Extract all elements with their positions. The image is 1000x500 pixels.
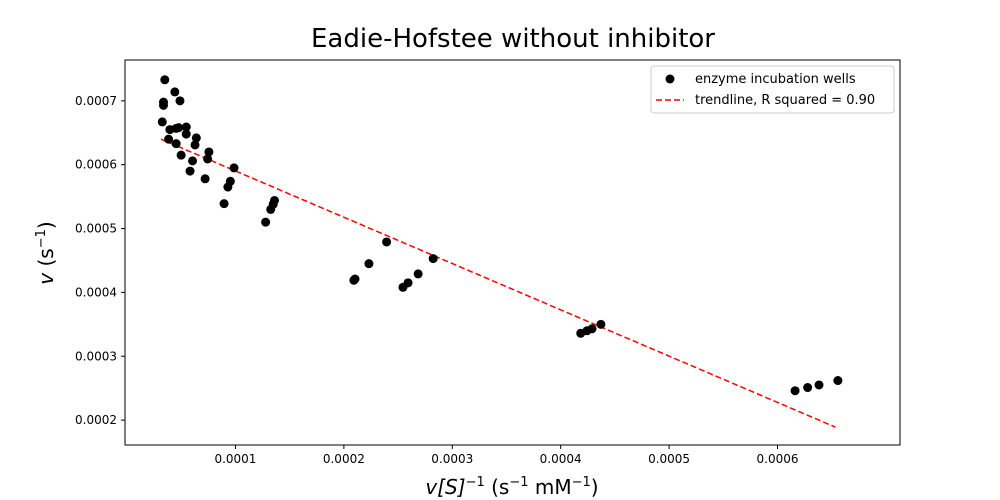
data-point	[175, 96, 185, 106]
plot-area	[124, 59, 901, 446]
chart-title: Eadie-Hofstee without inhibitor	[310, 24, 715, 54]
x-tick-label: 0.0004	[540, 452, 582, 466]
data-point	[349, 275, 359, 285]
y-tick-label: 0.0003	[75, 349, 117, 363]
data-point	[164, 134, 174, 144]
y-axis-ticks: 0.0002 0.0003 0.0004 0.0005 0.0006 0.0007	[75, 94, 125, 427]
x-tick-label: 0.0003	[431, 452, 473, 466]
axes-frame	[124, 59, 901, 446]
y-tick-label: 0.0002	[75, 413, 117, 427]
legend-label-trendline: trendline, R squared = 0.90	[695, 93, 875, 108]
data-point	[576, 328, 586, 338]
trendline	[160, 138, 836, 428]
data-point	[382, 237, 392, 247]
x-tick-label: 0.0005	[648, 452, 690, 466]
data-point	[266, 204, 276, 214]
data-point	[176, 150, 186, 160]
data-point	[170, 87, 180, 97]
data-point	[200, 174, 210, 184]
data-point	[790, 386, 800, 396]
data-point	[398, 282, 408, 292]
legend-box	[650, 65, 895, 114]
legend: enzyme incubation wells trendline, R squ…	[650, 65, 895, 114]
scatter-points	[157, 75, 843, 396]
data-point	[833, 376, 843, 386]
data-point	[171, 139, 181, 149]
data-point	[204, 147, 214, 157]
data-point	[191, 133, 201, 143]
y-axis-label: v (s−1)	[34, 221, 58, 284]
data-point	[157, 117, 167, 127]
data-point	[160, 75, 170, 85]
y-tick-label: 0.0004	[75, 285, 117, 299]
data-point	[413, 269, 423, 279]
data-point	[803, 383, 813, 393]
x-tick-label: 0.0006	[757, 452, 799, 466]
data-point	[261, 217, 271, 227]
data-point	[223, 182, 233, 192]
data-point	[229, 163, 239, 173]
legend-marker-scatter	[665, 74, 675, 84]
data-point	[190, 140, 200, 150]
x-tick-label: 0.0002	[323, 452, 365, 466]
data-point	[364, 259, 374, 269]
data-point	[185, 166, 195, 176]
data-point	[174, 123, 184, 133]
x-tick-label: 0.0001	[214, 452, 256, 466]
y-tick-label: 0.0006	[75, 158, 117, 172]
x-axis-label: v[S]−1 (s−1 mM−1)	[425, 475, 598, 499]
x-axis-ticks: 0.0001 0.0002 0.0003 0.0004 0.0005 0.0006	[214, 445, 799, 466]
data-point	[596, 319, 606, 329]
data-point	[181, 122, 191, 132]
data-point	[188, 156, 198, 166]
data-point	[203, 154, 213, 164]
legend-label-scatter: enzyme incubation wells	[695, 72, 856, 87]
data-point	[181, 129, 191, 139]
trendline-layer	[160, 138, 836, 428]
y-tick-label: 0.0007	[75, 94, 117, 108]
data-point	[814, 380, 824, 390]
data-point	[158, 100, 168, 110]
y-tick-label: 0.0005	[75, 222, 117, 236]
data-point	[219, 199, 229, 209]
data-point	[428, 254, 438, 264]
